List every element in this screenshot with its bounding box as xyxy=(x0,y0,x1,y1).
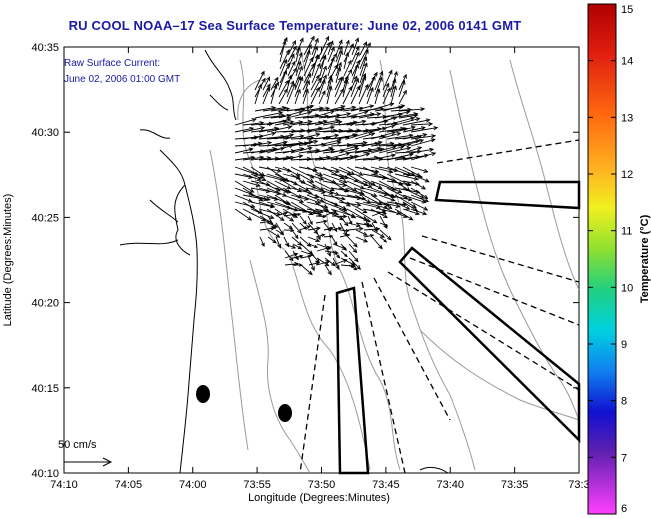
colorbar-tick-label: 14 xyxy=(621,56,633,68)
colorbar-tick-label: 12 xyxy=(621,169,633,181)
colorbar-tick-label: 6 xyxy=(621,503,627,515)
map-frame xyxy=(63,46,580,474)
y-axis: 40:35 40:30 40:25 40:20 40:15 40:10 xyxy=(31,42,579,480)
x-tick-label: 73:35 xyxy=(501,479,529,491)
colorbar-label: Temperature (°C) xyxy=(639,214,651,303)
overlay-line-1: Raw Surface Current: xyxy=(64,58,160,69)
colorbar-tick-label: 8 xyxy=(621,396,627,408)
y-axis-title: Latitude (Degrees:Minutes) xyxy=(2,194,14,327)
x-tick-label: 73:40 xyxy=(436,479,464,491)
overlay-line-2: June 02, 2006 01:00 GMT xyxy=(64,74,180,85)
y-tick-label: 40:20 xyxy=(31,298,59,310)
x-tick-label: 73:55 xyxy=(243,479,271,491)
x-tick-label: 74:05 xyxy=(115,479,143,491)
x-axis: 74:10 74:05 74:00 73:55 73:50 73:45 73:40 73:35… xyxy=(50,47,590,491)
y-tick-label: 40:10 xyxy=(31,468,59,480)
scale-label: 50 cm/s xyxy=(58,439,97,451)
colorbar-gradient xyxy=(587,3,617,515)
colorbar-tick-label: 7 xyxy=(621,452,627,464)
current-overlay-label: Raw Surface Current: June 02, 2006 01:00… xyxy=(64,58,180,85)
x-tick-label: 74:00 xyxy=(179,479,207,491)
buoy-markers xyxy=(196,385,292,422)
coastline xyxy=(119,49,449,474)
y-tick-label: 40:35 xyxy=(31,42,59,54)
colorbar-tick-label: 11 xyxy=(621,226,632,238)
y-tick-label: 40:25 xyxy=(31,212,59,224)
colorbar-tick-label: 9 xyxy=(621,339,627,351)
x-axis-title: Longitude (Degrees:Minutes) xyxy=(248,492,390,504)
map-title: RU COOL NOAA–17 Sea Surface Temperature:… xyxy=(68,18,522,33)
y-tick-label: 40:15 xyxy=(31,383,59,395)
colorbar-tick-label: 15 xyxy=(621,4,633,16)
x-tick-label: 73:3 xyxy=(568,479,589,491)
x-tick-label: 73:45 xyxy=(372,479,400,491)
sensor-polygons xyxy=(335,180,581,475)
scale-arrow: 50 cm/s xyxy=(58,439,113,467)
surface-current-vectors xyxy=(234,35,439,276)
bathymetry-contours xyxy=(209,49,580,474)
colorbar-tick-label: 10 xyxy=(621,282,633,294)
temperature-colorbar: 15 14 13 12 11 10 9 8 7 6 Temperature (°C) xyxy=(587,3,651,515)
x-tick-label: 73:50 xyxy=(308,479,336,491)
x-tick-label: 74:10 xyxy=(50,479,78,491)
y-tick-label: 40:30 xyxy=(31,127,59,139)
colorbar-tick-label: 13 xyxy=(621,112,633,124)
